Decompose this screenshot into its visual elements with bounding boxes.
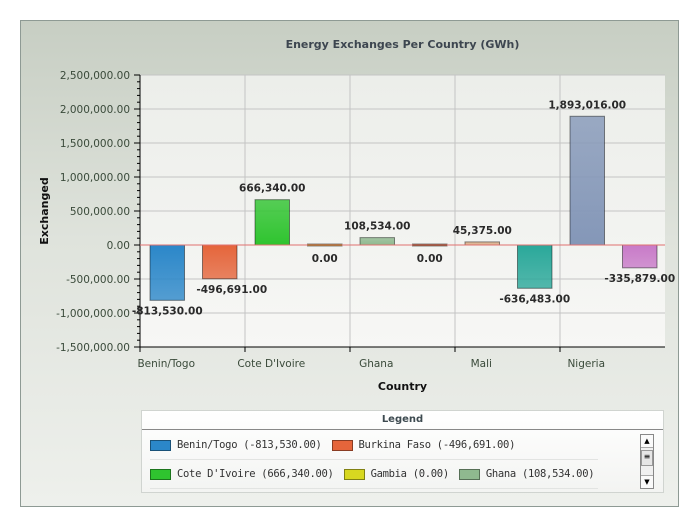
y-tick-label: 0.00 <box>107 240 130 252</box>
scroll-down-icon[interactable]: ▼ <box>641 475 653 488</box>
y-tick-label: -1,500,000.00 <box>56 342 130 354</box>
data-label: 1,893,016.00 <box>548 99 626 111</box>
data-label: 0.00 <box>312 253 338 265</box>
data-label: -496,691.00 <box>196 284 267 296</box>
bar <box>517 244 553 289</box>
legend-row: Cote D'Ivoire (666,340.00) Gambia (0.00) G… <box>150 460 598 489</box>
legend-divider <box>142 429 663 430</box>
legend-item: Gambia (0.00) <box>343 468 450 480</box>
legend-swatch <box>458 468 480 480</box>
bar-chart: 2,500,000.00 2,000,000.00 1,500,000.00 1,00… <box>38 70 675 393</box>
y-tick-label: 2,500,000.00 <box>60 70 130 82</box>
bar <box>622 244 658 269</box>
bar <box>569 115 605 246</box>
legend-swatch <box>150 468 171 480</box>
y-tick-label: -1,000,000.00 <box>56 308 130 320</box>
legend-label: Ghana (108,534.00) <box>485 468 595 480</box>
x-tick-label: Benin/Togo <box>137 358 195 370</box>
scroll-up-icon[interactable]: ▲ <box>641 435 653 448</box>
x-tick-label: Mali <box>471 358 492 370</box>
data-label: -813,530.00 <box>132 305 203 317</box>
legend-swatch <box>331 439 353 451</box>
legend: Legend Benin/Togo (-813,530.00) Burkina F… <box>141 410 664 493</box>
legend-title: Legend <box>381 414 424 425</box>
legend-label: Benin/Togo (-813,530.00) <box>177 439 322 451</box>
data-label: 108,534.00 <box>344 221 410 233</box>
legend-item: Burkina Faso (-496,691.00) <box>331 439 516 451</box>
bar <box>359 237 395 246</box>
bar <box>254 199 290 246</box>
y-tick-label: 2,000,000.00 <box>60 104 130 116</box>
bar <box>149 244 185 301</box>
legend-label: Burkina Faso (-496,691.00) <box>358 439 516 451</box>
data-label: -636,483.00 <box>499 293 570 305</box>
y-axis-label: Exchanged <box>38 177 51 244</box>
legend-scrollbar[interactable]: ▲ ≡ ▼ <box>640 434 654 489</box>
x-tick-label: Nigeria <box>567 358 605 370</box>
x-tick-label: Ghana <box>359 358 393 370</box>
y-tick-label: 1,500,000.00 <box>60 138 130 150</box>
legend-swatch <box>343 468 365 480</box>
data-label: 666,340.00 <box>239 183 305 195</box>
y-tick-label: 500,000.00 <box>70 206 130 218</box>
scroll-thumb[interactable]: ≡ <box>641 450 653 466</box>
data-label: -335,879.00 <box>604 273 675 285</box>
data-label: 0.00 <box>417 253 443 265</box>
legend-row: Benin/Togo (-813,530.00) Burkina Faso (-4… <box>150 431 598 460</box>
y-tick-label: 1,000,000.00 <box>60 172 130 184</box>
x-axis-label: Country <box>378 380 427 393</box>
legend-swatch <box>150 439 171 451</box>
data-label: 45,375.00 <box>453 225 512 237</box>
legend-label: Cote D'Ivoire (666,340.00) <box>177 468 334 480</box>
legend-item: Benin/Togo (-813,530.00) <box>150 439 322 451</box>
chart-title: Energy Exchanges Per Country (GWh) <box>285 38 520 51</box>
y-tick-label: -500,000.00 <box>66 274 130 286</box>
legend-item: Ghana (108,534.00) <box>458 468 595 480</box>
legend-item: Cote D'Ivoire (666,340.00) <box>150 468 334 480</box>
legend-label: Gambia (0.00) <box>370 468 450 480</box>
x-tick-label: Cote D'Ivoire <box>237 358 305 370</box>
bar <box>202 244 238 280</box>
